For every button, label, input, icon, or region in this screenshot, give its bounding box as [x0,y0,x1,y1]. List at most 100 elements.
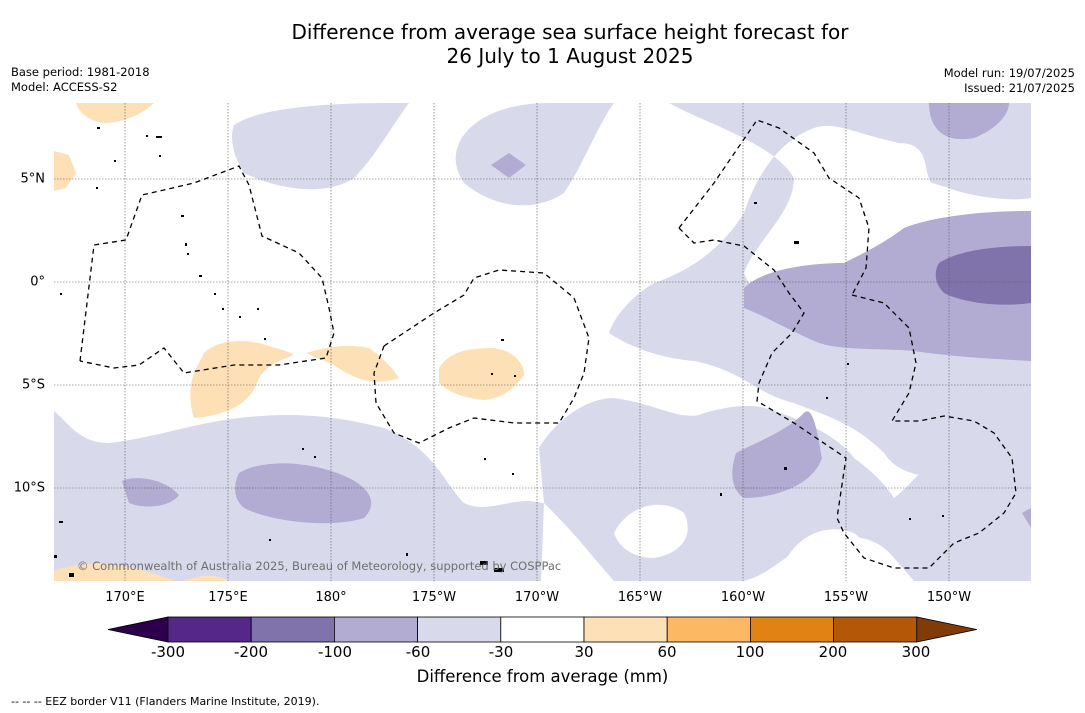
island [199,275,202,277]
lat-label-5s: 5°S [21,377,45,393]
sea-height-map [54,103,1031,581]
island [794,241,799,244]
colorbar-tick-label: -60 [405,643,431,661]
lon-label-170e: 170°E [105,590,145,605]
region-north-center [232,103,409,190]
model-text: Model: ACCESS-S2 [11,80,118,94]
island [302,448,304,450]
island [222,308,224,310]
neutral-patch-2 [784,529,868,581]
region-central-west [190,341,294,418]
island [512,473,514,475]
colorbar-segment [417,616,502,643]
colorbar-tick-label: -30 [488,643,514,661]
island [54,555,57,558]
colorbar-tick-label: 100 [735,643,765,661]
region-south-west-corner [54,563,174,581]
region-equatorial-east [744,211,1031,361]
eez-borders [79,119,1017,569]
islands [54,127,944,577]
island [214,293,216,295]
colorbar-segment [833,616,918,643]
island [264,338,266,340]
region-north-mid [455,103,614,206]
lon-label-170w: 170°W [514,590,560,605]
lon-label-150w: 150°W [926,590,972,605]
anomaly-light-orange-regions [54,103,524,581]
copyright-notice: © Commonwealth of Australia 2025, Bureau… [77,559,562,573]
island [185,243,187,246]
colorbar-tick-label: -300 [150,643,186,661]
meta-left: Base period: 1981-2018 Model: ACCESS-S2 [11,65,150,95]
island [257,308,259,310]
island [491,373,493,375]
colorbar-label: Difference from average (mm) [416,667,669,686]
island [97,127,100,129]
colorbar-segment [167,616,252,643]
issued-text: Issued: 21/07/2025 [964,81,1075,95]
colorbar-segments [107,616,977,643]
eez-border-phoenix [373,269,590,444]
colorbar-tick-label: 30 [574,643,594,661]
colorbar [107,616,977,643]
island [146,135,148,137]
region-east-edge-blob [1022,508,1031,528]
region-strong-negative [935,246,1031,305]
colorbar-segment [666,616,751,643]
island [314,456,316,458]
island [114,160,116,162]
lon-label-165w: 165°W [617,590,663,605]
anomaly-neutral-patches [614,504,868,581]
island [187,253,189,255]
island [156,136,162,138]
region-south-mid [184,575,229,581]
island [942,515,944,517]
lat-label-0: 0° [30,274,45,290]
island [784,467,787,470]
lon-label-175w: 175°W [411,590,457,605]
colorbar-segment [750,616,835,643]
island [480,561,488,565]
base-period-text: Base period: 1981-2018 [11,65,150,79]
island [494,568,504,572]
island [909,518,911,520]
eez-footnote: -- -- -- EEZ border V11 (Flanders Marine… [11,695,320,708]
colorbar-tick-label: 60 [657,643,677,661]
island [720,493,722,496]
region-central-middle [306,345,399,382]
lon-label-155w: 155°W [823,590,869,605]
island [60,293,62,295]
colorbar-tick-label: 300 [901,643,931,661]
island [847,363,849,365]
neutral-patch-1 [614,504,688,558]
lat-label-10s: 10°S [13,480,45,496]
eez-border-kiribati-gilberts [79,165,335,374]
island [96,187,98,189]
colorbar-tick-label: -100 [317,643,353,661]
island [826,397,828,399]
island [181,215,184,217]
island [754,202,757,204]
island [514,375,516,377]
colorbar-segment [250,616,335,643]
title-line-1: Difference from average sea surface heig… [291,20,849,44]
region-central-east [439,348,524,400]
region-south-west-blob-2 [235,463,372,524]
meta-right: Model run: 19/07/2025 Issued: 21/07/2025 [944,66,1075,96]
lat-label-5n: 5°N [20,171,46,187]
lon-label-160w: 160°W [720,590,766,605]
island [269,539,271,541]
title-line-2: 26 July to 1 August 2025 [446,44,694,68]
colorbar-segment [333,616,418,643]
region-west-edge [54,151,76,191]
island [239,316,241,318]
island [406,553,408,556]
lon-label-180: 180° [315,590,347,605]
island [484,458,486,460]
eez-border-line-center [836,294,1017,569]
colorbar-extend-min [107,616,169,643]
island [501,339,504,341]
colorbar-tick-label: -200 [233,643,269,661]
graticule [54,103,1031,581]
island [159,155,161,157]
